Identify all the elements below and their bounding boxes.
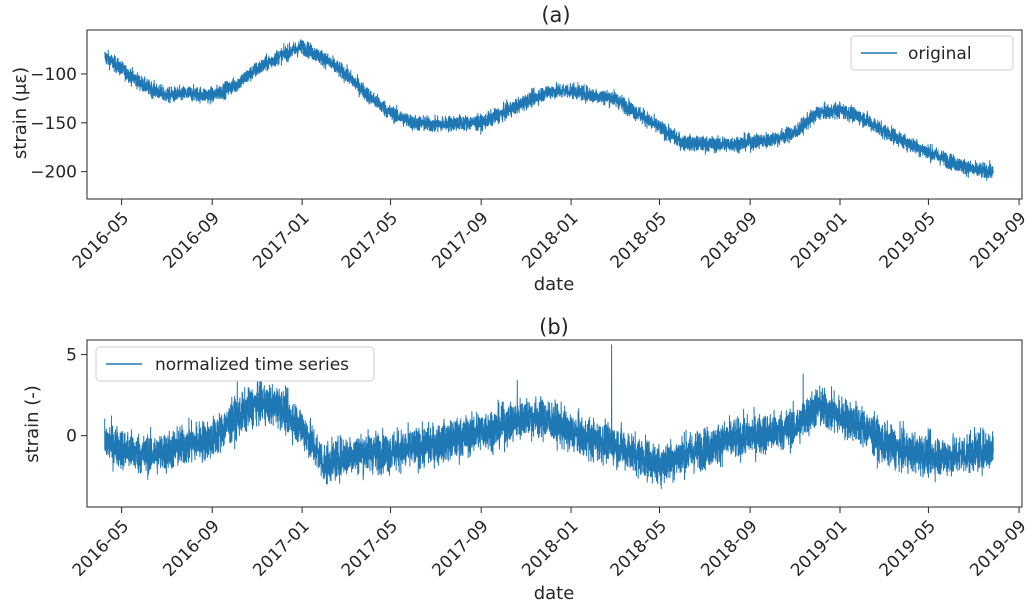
series-line-b-0 [104,344,994,490]
y-tick-label-b-0: 0 [66,427,77,447]
series-group-b [104,344,994,490]
x-axis-label-b: date [534,583,575,604]
series-group-a [104,39,994,182]
legend-label-normalized: normalized time series [155,355,349,375]
legend-label-original: original [908,44,972,64]
y-tick-label-b-1: 5 [66,346,77,366]
y-axis-label-b: strain (-) [22,385,43,463]
plot-frame-b [86,339,1023,508]
plot-frame-a [86,29,1023,200]
legend-box-b [95,346,375,382]
chart-title-b: (b) [539,315,569,339]
y-axis-label-a: strain (με) [10,67,31,159]
legend-box-a [850,35,1014,71]
x-axis-label-a: date [534,274,575,295]
y-tick-label-a-1: −150 [30,114,77,134]
series-line-a-0 [104,39,994,182]
chart-title-a: (a) [541,3,570,27]
legend-a: original [850,35,1014,71]
legend-b: normalized time series [95,346,375,382]
y-tick-label-a-0: −200 [30,163,77,183]
y-tick-label-a-2: −100 [30,65,77,85]
